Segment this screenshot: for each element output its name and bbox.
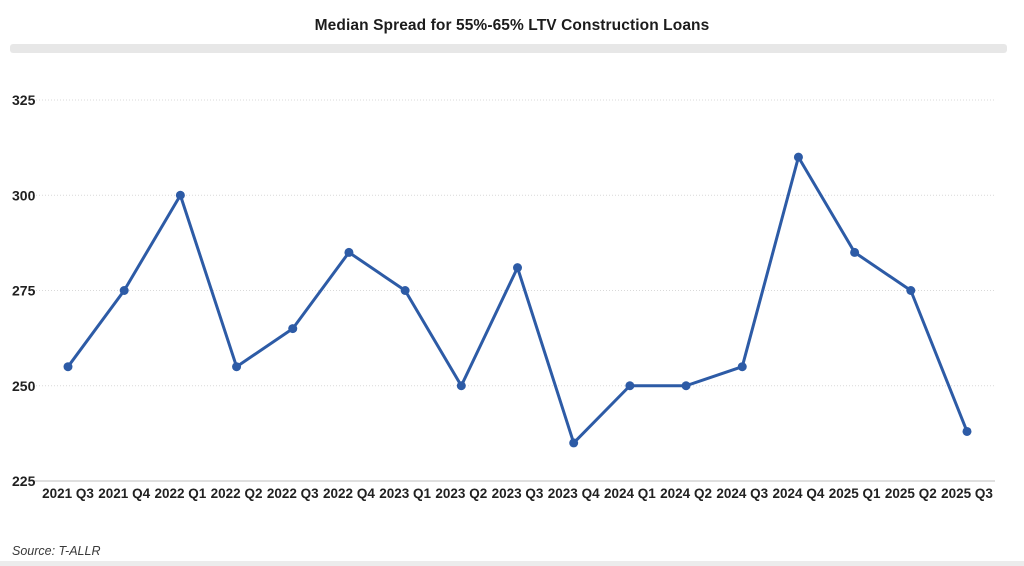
data-point — [737, 362, 747, 372]
source-note: Source: T-ALLR — [12, 544, 101, 558]
data-point — [681, 381, 691, 391]
x-tick-label: 2023 Q4 — [548, 486, 600, 501]
y-tick-label: 300 — [12, 187, 36, 203]
y-tick-label: 250 — [12, 378, 36, 394]
x-tick-label: 2024 Q1 — [604, 486, 656, 501]
data-point — [400, 286, 410, 295]
x-tick-label: 2022 Q1 — [154, 486, 206, 501]
bottom-divider-bar — [0, 561, 1024, 566]
data-point — [175, 190, 185, 200]
chart-title: Median Spread for 55%-65% LTV Constructi… — [314, 17, 710, 34]
x-tick-label: 2023 Q2 — [435, 486, 487, 501]
x-tick-label: 2021 Q4 — [98, 486, 150, 501]
x-tick-label: 2023 Q1 — [379, 486, 431, 501]
x-tick-label: 2022 Q3 — [267, 486, 319, 501]
y-tick-label: 325 — [12, 92, 36, 108]
data-point — [625, 381, 635, 391]
data-point — [850, 247, 860, 257]
data-point — [232, 362, 242, 372]
data-point — [793, 152, 803, 162]
data-line — [66, 155, 969, 445]
x-tick-label: 2022 Q4 — [323, 486, 375, 501]
x-tick-label: 2022 Q2 — [211, 486, 263, 501]
y-tick-label: 275 — [12, 283, 36, 299]
x-tick-label: 2023 Q3 — [492, 486, 544, 501]
x-tick-label: 2024 Q3 — [716, 486, 768, 501]
data-point — [119, 286, 129, 295]
x-tick-label: 2021 Q3 — [42, 486, 94, 501]
data-point — [456, 381, 466, 391]
x-tick-label: 2025 Q1 — [829, 486, 881, 501]
data-point — [513, 263, 522, 273]
y-tick-label: 225 — [12, 473, 36, 489]
x-tick-label: 2025 Q2 — [885, 486, 937, 501]
data-point — [569, 438, 579, 448]
data-point — [906, 286, 916, 295]
x-tick-label: 2024 Q2 — [660, 486, 712, 501]
x-tick-label: 2024 Q4 — [773, 486, 825, 501]
data-point — [63, 362, 73, 372]
data-point — [962, 426, 972, 436]
top-divider-bar — [10, 44, 1007, 53]
data-point — [288, 324, 298, 334]
data-point — [344, 247, 354, 257]
x-tick-label: 2025 Q3 — [941, 486, 993, 501]
